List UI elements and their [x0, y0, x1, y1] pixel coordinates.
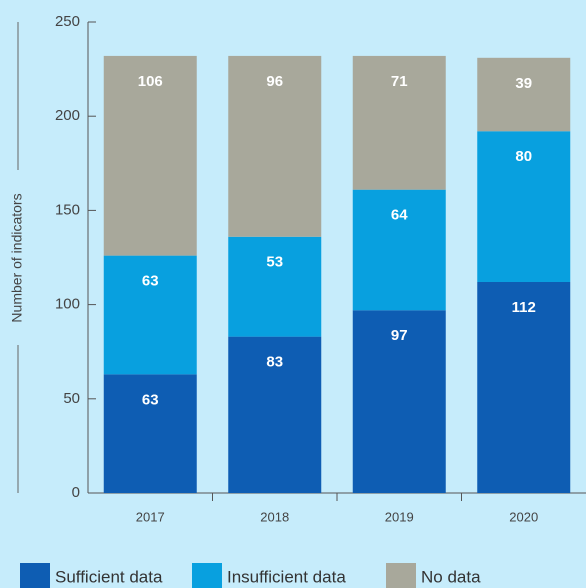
legend-label: No data [421, 567, 481, 586]
y-tick-label: 150 [55, 201, 80, 218]
x-tick-label: 2017 [136, 509, 165, 524]
bar-segment [477, 57, 571, 132]
y-tick-label: 100 [55, 296, 80, 313]
data-label: 80 [515, 148, 532, 165]
bar-segment [228, 55, 322, 237]
data-label: 39 [515, 75, 532, 92]
data-label: 53 [266, 254, 283, 271]
bar-segment [228, 236, 322, 337]
x-tick-label: 2018 [260, 509, 289, 524]
y-axis-label: Number of indicators [9, 193, 25, 322]
data-label: 106 [138, 73, 163, 90]
y-tick-label: 0 [72, 484, 80, 501]
bar-segment [352, 310, 446, 493]
data-label: 112 [512, 299, 536, 316]
data-label: 64 [391, 207, 408, 224]
bar-segment [477, 131, 571, 282]
x-tick-label: 2019 [385, 509, 414, 524]
y-tick-label: 200 [55, 107, 80, 124]
legend-swatch [20, 563, 50, 588]
bar-segment [228, 336, 322, 493]
bar-segment [477, 281, 571, 493]
data-label: 96 [266, 73, 283, 90]
bar-segment [352, 55, 446, 190]
legend-label: Insufficient data [227, 567, 346, 586]
data-label: 83 [266, 354, 283, 371]
data-label: 63 [142, 273, 159, 290]
x-tick-label: 2020 [509, 509, 538, 524]
data-label: 97 [391, 327, 408, 344]
bar-segment [352, 189, 446, 311]
data-label: 63 [142, 391, 159, 408]
legend-swatch [386, 563, 416, 588]
bar-segment [103, 55, 197, 256]
bar-segment [103, 255, 197, 375]
data-label: 71 [391, 73, 408, 90]
y-tick-label: 250 [55, 13, 80, 30]
bar-segment [103, 374, 197, 493]
legend-label: Sufficient data [55, 567, 163, 586]
y-tick-label: 50 [63, 390, 80, 407]
legend-swatch [192, 563, 222, 588]
